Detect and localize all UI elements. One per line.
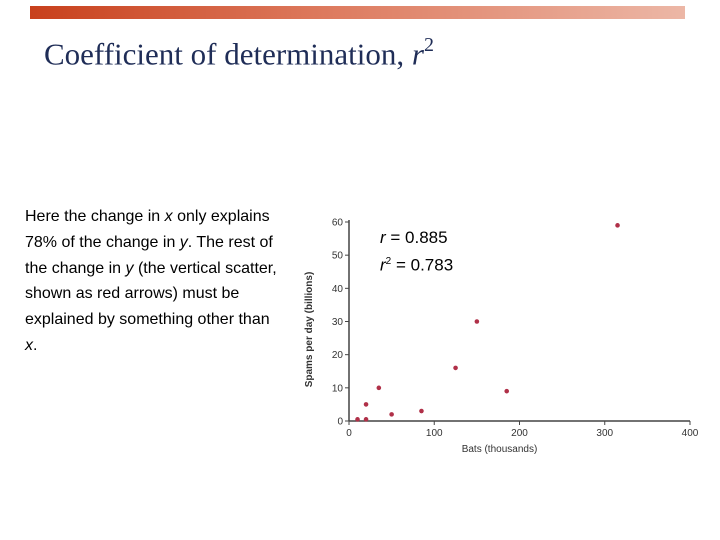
x-tick-label: 100 [426,428,443,439]
x-axis-label: Bats (thousands) [462,444,538,455]
x-tick-label: 200 [511,428,528,439]
y-tick-label: 50 [332,251,344,262]
explanation-var-y1: y [179,233,188,251]
title-superscript: 2 [423,34,434,56]
x-tick-label: 0 [346,428,352,439]
scatter-chart: 0 10 20 30 40 50 60 0 100 200 300 400 Bats (thousand… [304,218,699,456]
title-variable: r [411,36,424,72]
data-point [504,388,510,394]
y-tick-label: 40 [332,284,344,295]
y-tick-label: 30 [332,317,344,328]
explanation-part-5: . [33,336,38,354]
explanation-var-x2: x [25,336,33,354]
correlation-stats: r = 0.885 r2 = 0.783 [380,226,453,278]
data-point [363,402,369,407]
y-tick-label: 20 [332,350,344,361]
data-point [453,365,458,371]
data-point [474,319,480,324]
data-point [363,417,369,422]
explanation-part-3: . The rest of the change in [25,233,273,277]
data-point [389,412,394,417]
explanation-var-y2: y [125,259,134,277]
title-accent-bar [30,6,685,19]
x-tick-label: 300 [596,428,613,439]
y-axis-label: Spams per day (billions) [304,272,315,388]
explanation-var-x1: x [164,208,173,225]
x-tick-label: 400 [682,428,699,439]
data-point [376,385,382,391]
r-squared-value: r2 = 0.783 [380,255,454,275]
data-point [615,223,620,228]
title-text: Coefficient of determination, [44,36,412,72]
explanation-part-4: (the vertical scatter, shown as red arro… [25,259,277,329]
y-tick-label: 60 [332,218,344,229]
y-tick-label: 10 [332,383,344,394]
explanation-part-2: only explains 78% of the change in [25,208,270,251]
data-point [419,408,424,414]
explanation-part-1: Here the change in [25,208,165,225]
r-value: r = 0.885 [380,228,448,247]
data-point [355,417,360,422]
slide-title: Coefficient of determination, r2 [44,34,434,72]
explanation-text: Here the change in x only explains 78% o… [25,204,285,359]
y-tick-label: 0 [337,417,343,428]
